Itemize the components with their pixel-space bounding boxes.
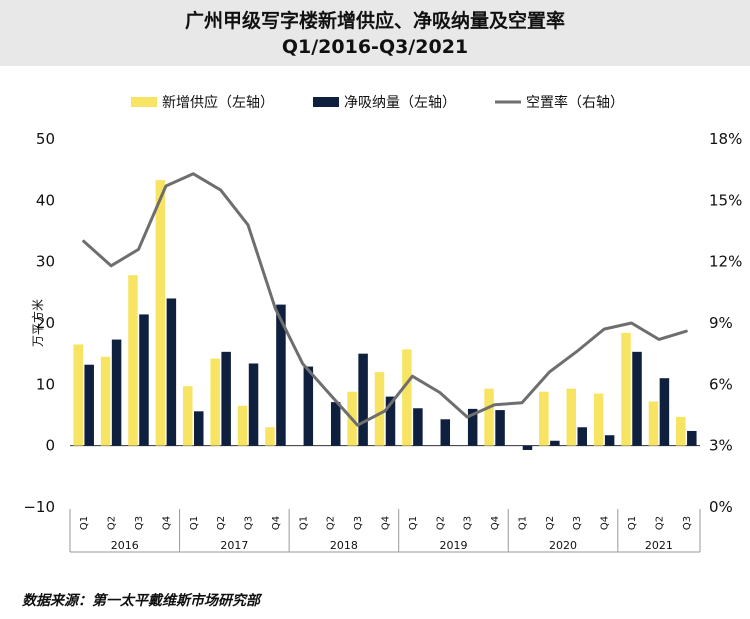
supply-bar — [484, 388, 494, 446]
x-tick-quarter: Q2 — [216, 516, 227, 530]
y-tick-right: 18% — [709, 130, 742, 148]
absorption-bar — [495, 410, 505, 446]
y-tick-left: 0 — [45, 437, 55, 455]
x-tick-quarter: Q3 — [572, 516, 583, 530]
x-tick-quarter: Q3 — [463, 516, 474, 530]
chart-title: 广州甲级写字楼新增供应、净吸纳量及空置率 — [184, 10, 565, 32]
legend-supply-label: 新增供应（左轴） — [162, 94, 274, 111]
absorption-bar — [659, 378, 670, 446]
legend-vacancy-label: 空置率（右轴） — [526, 94, 624, 111]
supply-bar — [648, 401, 659, 446]
x-tick-quarter: Q1 — [79, 516, 90, 530]
y-tick-left: −10 — [23, 498, 55, 516]
x-tick-quarter: Q4 — [600, 516, 611, 530]
supply-bar — [402, 349, 412, 446]
supply-bar — [593, 393, 604, 446]
absorption-bar — [522, 445, 533, 450]
y-tick-left: 50 — [36, 130, 55, 148]
supply-bar — [210, 358, 220, 446]
supply-bar — [374, 372, 385, 446]
absorption-bar — [385, 396, 396, 446]
x-tick-year: 2017 — [220, 539, 248, 552]
absorption-bar — [221, 351, 231, 446]
supply-bar — [237, 405, 248, 446]
y-tick-right: 9% — [709, 314, 733, 332]
y-tick-left: 40 — [36, 191, 55, 209]
absorption-bar — [248, 363, 259, 446]
y-tick-right: 12% — [709, 253, 742, 271]
supply-bar — [621, 332, 631, 446]
y-tick-left: 20 — [36, 314, 55, 332]
absorption-bar — [84, 364, 94, 446]
absorption-bar — [413, 408, 423, 446]
x-tick-year: 2021 — [645, 539, 673, 552]
x-tick-quarter: Q2 — [435, 516, 446, 530]
y-tick-right: 6% — [709, 375, 733, 393]
x-tick-quarter: Q1 — [189, 516, 200, 530]
absorption-bar — [440, 419, 451, 446]
vacancy-rate-line — [82, 172, 688, 427]
absorption-bar — [111, 339, 122, 446]
absorption-bar — [550, 440, 560, 446]
legend-absorption-swatch — [313, 97, 339, 107]
x-tick-year: 2020 — [549, 539, 577, 552]
x-tick-quarter: Q4 — [161, 516, 172, 530]
supply-bar — [73, 344, 83, 446]
y-tick-right: 0% — [709, 498, 733, 516]
absorption-bar — [139, 314, 149, 446]
supply-bar — [566, 388, 576, 446]
x-tick-quarter: Q1 — [298, 516, 309, 530]
x-tick-quarter: Q2 — [654, 516, 665, 530]
y-tick-right: 3% — [709, 437, 733, 455]
x-tick-quarter: Q4 — [271, 516, 282, 530]
x-tick-quarter: Q1 — [518, 516, 529, 530]
absorption-bar — [194, 411, 204, 446]
x-tick-quarter: Q2 — [545, 516, 556, 530]
y-tick-left: 10 — [36, 375, 55, 393]
x-tick-quarter: Q1 — [408, 516, 419, 530]
absorption-bar — [166, 298, 177, 446]
x-tick-quarter: Q4 — [490, 516, 501, 530]
absorption-bar — [330, 402, 341, 446]
x-tick-quarter: Q3 — [682, 516, 693, 530]
supply-bar — [183, 386, 193, 446]
y-axis-label: 万平方米 — [30, 299, 45, 347]
x-tick-quarter: Q3 — [134, 516, 145, 530]
x-tick-year: 2016 — [111, 539, 139, 552]
absorption-bar — [358, 353, 368, 446]
legend-absorption-label: 净吸纳量（左轴） — [344, 95, 456, 111]
data-source: 数据来源：第一太平戴维斯市场研究部 — [22, 593, 260, 609]
chart-subtitle: Q1/2016-Q3/2021 — [281, 36, 469, 58]
supply-bar — [265, 427, 275, 446]
x-tick-quarter: Q2 — [326, 516, 337, 530]
absorption-bar — [577, 427, 587, 446]
y-tick-right: 15% — [709, 191, 742, 209]
x-tick-year: 2019 — [439, 539, 467, 552]
supply-bar — [100, 356, 111, 446]
supply-bar — [539, 391, 549, 446]
x-tick-quarter: Q2 — [107, 516, 118, 530]
absorption-bar — [632, 351, 642, 446]
absorption-bar — [687, 430, 697, 446]
supply-bar — [128, 275, 138, 446]
legend-supply-swatch — [131, 97, 157, 107]
title-band — [0, 0, 750, 66]
supply-bar — [155, 180, 166, 446]
x-tick-quarter: Q1 — [627, 516, 638, 530]
absorption-bar — [276, 304, 286, 446]
x-tick-quarter: Q3 — [353, 516, 364, 530]
y-tick-left: 30 — [36, 253, 55, 271]
supply-bar — [676, 416, 686, 446]
absorption-bar — [303, 366, 314, 446]
absorption-bar — [604, 435, 615, 446]
absorption-bar — [467, 408, 478, 446]
x-tick-year: 2018 — [330, 539, 358, 552]
x-tick-quarter: Q3 — [244, 516, 255, 530]
x-tick-quarter: Q4 — [381, 516, 392, 530]
